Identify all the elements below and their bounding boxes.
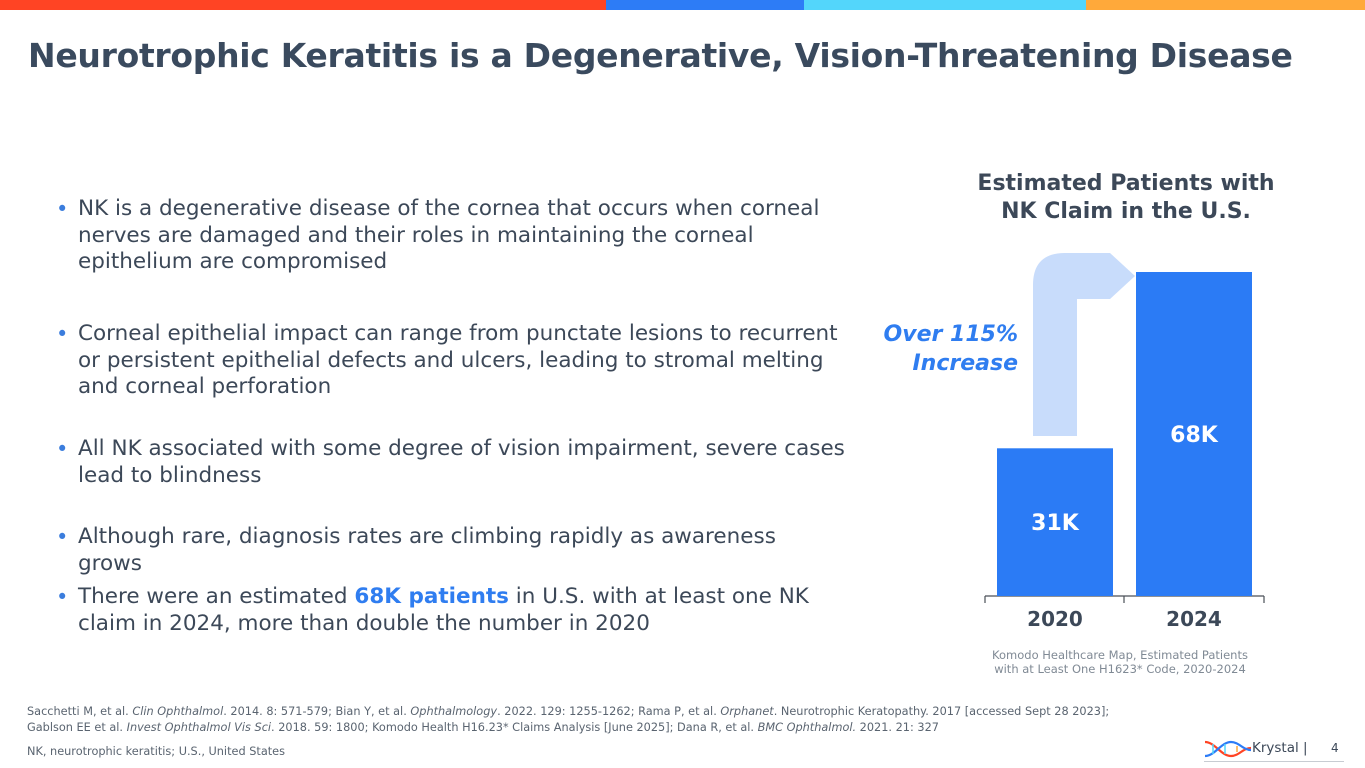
top-bar-segment-orange xyxy=(1086,0,1365,10)
reference-part: BMC Ophthalmol. xyxy=(757,721,857,734)
bar-2020 xyxy=(997,448,1113,596)
increase-arrow xyxy=(1033,253,1135,436)
top-bar-segment-red xyxy=(0,0,606,10)
bullet-marker: • xyxy=(56,197,69,221)
increase-annotation: Over 115% Increase xyxy=(883,322,1018,376)
bullet-marker: • xyxy=(56,525,69,549)
bullet-text: All NK associated with some degree of vi… xyxy=(78,436,845,488)
bullet-marker: • xyxy=(56,322,69,346)
bar-value-label: 68K xyxy=(1170,423,1219,448)
bullet-text: NK is a degenerative disease of the corn… xyxy=(78,196,820,274)
top-bar-segment-cyan xyxy=(804,0,1086,10)
page-title: Neurotrophic Keratitis is a Degenerative… xyxy=(28,36,1293,75)
chart-title: Estimated Patients with NK Claim in the … xyxy=(977,171,1275,224)
top-bar-segment-blue xyxy=(606,0,804,10)
bullet-item: • NK is a degenerative disease of the co… xyxy=(56,196,846,276)
reference-part: . Neurotrophic Keratopathy. 2017 [access… xyxy=(773,705,1110,718)
page-number: 4 xyxy=(1331,741,1339,755)
bullet-text: Although rare, diagnosis rates are climb… xyxy=(78,524,776,576)
reference-part: Ophthalmology xyxy=(410,705,498,718)
footer-divider xyxy=(1204,761,1344,762)
reference-part: Clin Ophthalmol xyxy=(132,705,224,718)
abbreviations: NK, neurotrophic keratitis; U.S., United… xyxy=(27,745,286,758)
reference-part: . 2014. 8: 571-579; Bian Y, et al. xyxy=(223,705,411,718)
brand-name: Krystal | xyxy=(1252,740,1308,756)
reference-part: Orphanet xyxy=(720,705,774,718)
reference-part: 2021. 21: 327 xyxy=(856,721,939,734)
reference-part: . 2022. 129: 1255-1262; Rama P, et al. xyxy=(497,705,721,718)
bullet-item: • All NK associated with some degree of … xyxy=(56,436,846,489)
bullet-marker: • xyxy=(56,437,69,461)
bullet-text-pre: There were an estimated xyxy=(78,584,355,609)
bullet-item: • Corneal epithelial impact can range fr… xyxy=(56,321,846,401)
reference-part: Invest Ophthalmol Vis Sci xyxy=(126,721,272,734)
bullet-marker: • xyxy=(56,585,69,609)
x-tick-label: 2020 xyxy=(1027,607,1083,631)
references-line-1: Sacchetti M, et al. Clin Ophthalmol. 201… xyxy=(27,704,1127,720)
reference-part: Sacchetti M, et al. xyxy=(27,705,133,718)
krystal-logo-icon xyxy=(1204,740,1252,758)
references-line-2: Gablson EE et al. Invest Ophthalmol Vis … xyxy=(27,720,1127,736)
reference-part: . 2018. 59: 1800; Komodo Health H16.23* … xyxy=(271,721,758,734)
highlight-68k-patients: 68K patients xyxy=(354,584,509,609)
bullet-text: Corneal epithelial impact can range from… xyxy=(78,321,838,399)
bar-2024 xyxy=(1136,272,1252,596)
bullet-item: • There were an estimated 68K patients i… xyxy=(56,584,846,637)
reference-part: Gablson EE et al. xyxy=(27,721,127,734)
references: Sacchetti M, et al. Clin Ophthalmol. 201… xyxy=(27,704,1127,736)
bullet-item: • Although rare, diagnosis rates are cli… xyxy=(56,524,846,577)
bullet-text-post: in U.S. with at least one NK claim in 20… xyxy=(78,584,809,636)
chart-source: Komodo Healthcare Map, Estimated Patient… xyxy=(992,648,1248,676)
top-color-bar xyxy=(0,0,1365,10)
x-tick-label: 2024 xyxy=(1166,607,1222,631)
bar-value-label: 31K xyxy=(1031,511,1080,536)
